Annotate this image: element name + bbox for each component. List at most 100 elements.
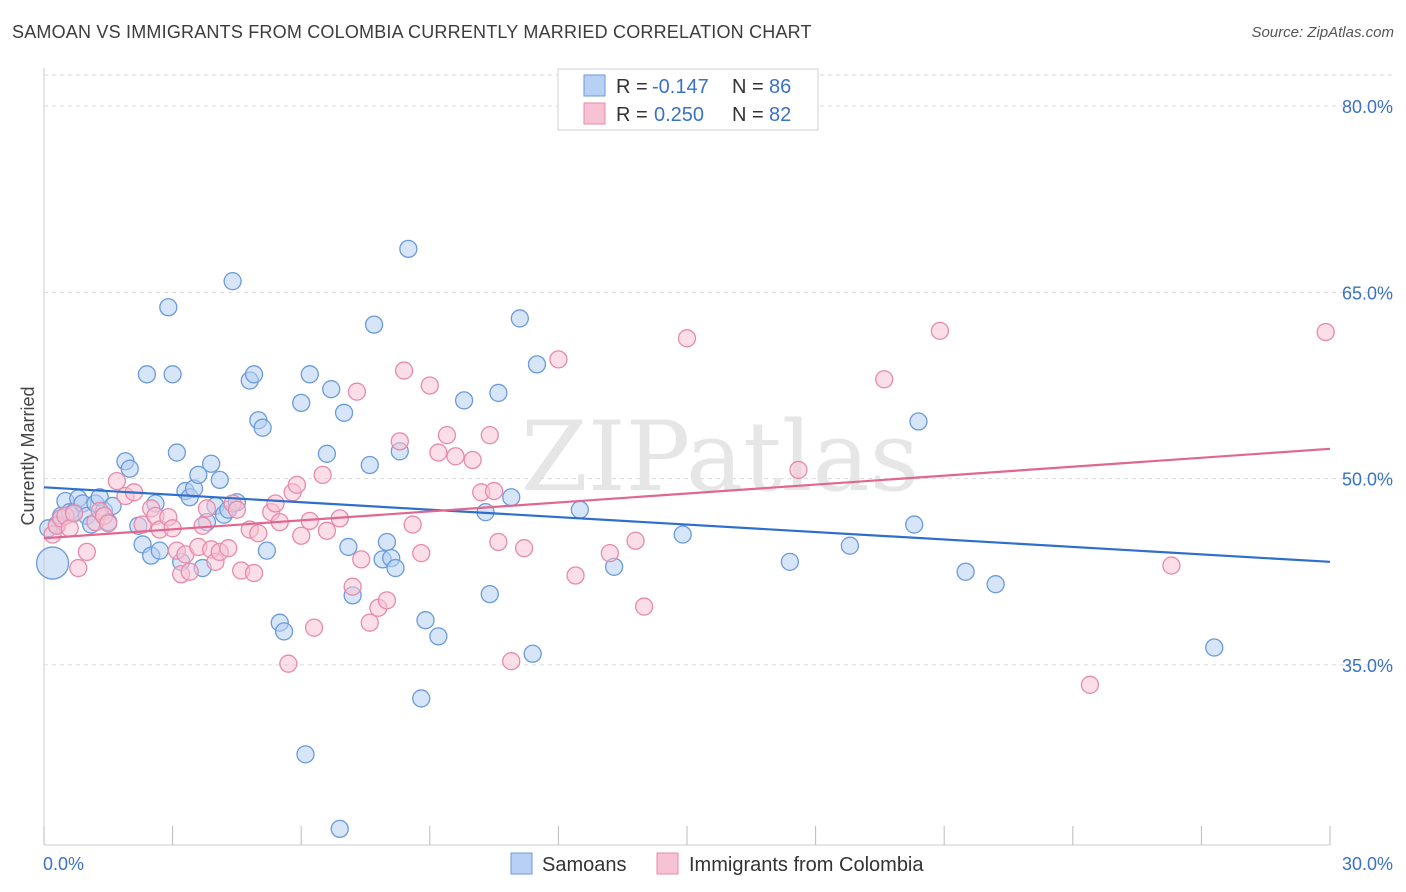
samoans-point-23	[159, 298, 178, 317]
samoans-point-62	[364, 315, 384, 334]
chart-title: SAMOAN VS IMMIGRANTS FROM COLOMBIA CURRE…	[12, 22, 812, 42]
samoans-point-33	[202, 454, 221, 473]
legend-r-label-2: R =	[616, 104, 648, 126]
legend-swatch-samoans	[583, 74, 606, 97]
colombia-trend-line	[43, 447, 1331, 540]
samoans-point-0	[35, 546, 70, 580]
colombia-point-59	[412, 543, 431, 563]
colombia-point-48	[317, 521, 337, 540]
colombia-point-11	[99, 514, 118, 533]
colombia-point-72	[566, 566, 585, 585]
colombia-point-43	[287, 475, 307, 494]
colombia-point-81	[1162, 556, 1181, 575]
samoans-point-50	[317, 444, 337, 463]
colombia-point-36	[244, 563, 264, 583]
samoans-point-16	[120, 459, 139, 478]
samoans-point-63	[399, 239, 418, 259]
samoans-point-60	[386, 558, 405, 578]
samoans-point-25	[167, 443, 187, 462]
samoans-point-41	[244, 365, 264, 384]
y-tick-label-3: 35.0%	[1342, 656, 1393, 676]
colombia-point-71	[549, 350, 568, 369]
samoans-point-51	[322, 380, 341, 399]
samoans-point-38	[223, 272, 242, 291]
colombia-point-51	[347, 382, 367, 401]
colombia-point-78	[875, 370, 894, 389]
samoans-point-79	[840, 536, 860, 555]
y-tick-label-2: 50.0%	[1342, 470, 1393, 490]
samoans-point-69	[480, 584, 499, 604]
samoans-point-73	[523, 644, 542, 663]
samoans-point-19	[137, 365, 157, 384]
colombia-point-50	[343, 577, 362, 596]
y-tick-labels: 80.0% 65.0% 50.0% 35.0%	[1342, 97, 1393, 676]
bottom-legend-swatch-samoans	[510, 852, 533, 875]
samoans-point-54	[339, 537, 358, 557]
colombia-point-47	[313, 465, 332, 485]
samoans-point-83	[986, 575, 1005, 594]
samoans-point-64	[412, 689, 431, 708]
samoans-point-72	[510, 309, 529, 328]
watermark: ZIPatlas	[521, 401, 919, 513]
correlation-legend: R = -0.147 N = 86 R = 0.250 N = 82	[557, 68, 819, 131]
colombia-point-77	[789, 460, 808, 480]
colombia-point-63	[446, 447, 465, 466]
samoans-point-80	[905, 515, 924, 534]
x-tick-label-0: 0.0%	[43, 854, 84, 874]
series-legend: Samoans Immigrants from Colombia	[510, 852, 924, 876]
samoans-point-43	[253, 418, 272, 437]
colombia-point-60	[420, 376, 439, 395]
samoans-point-84	[1205, 638, 1224, 657]
colombia-point-44	[292, 526, 311, 545]
colombia-point-55	[377, 591, 397, 610]
samoans-point-46	[274, 622, 294, 641]
legend-r-label-1: R =	[616, 76, 648, 98]
colombia-point-68	[489, 532, 508, 552]
colombia-point-52	[352, 550, 371, 569]
series-colombia	[43, 321, 1335, 694]
legend-r-value-2: 0.250	[654, 104, 704, 126]
samoans-point-48	[296, 745, 315, 764]
samoans-point-74	[527, 355, 547, 374]
samoans-point-47	[292, 393, 311, 413]
y-tick-label-0: 80.0%	[1342, 97, 1393, 117]
bottom-legend-label-samoans: Samoans	[542, 854, 627, 876]
colombia-point-67	[484, 481, 504, 501]
colombia-point-74	[626, 531, 645, 550]
samoans-point-77	[673, 525, 692, 544]
colombia-point-12	[107, 471, 127, 491]
colombia-point-15	[133, 515, 152, 534]
colombia-point-46	[304, 618, 324, 637]
samoans-point-44	[257, 541, 277, 560]
bottom-legend-label-colombia: Immigrants from Colombia	[689, 854, 924, 876]
samoans-trend-line	[43, 486, 1331, 563]
samoans-point-81	[909, 412, 928, 431]
colombia-point-33	[227, 500, 247, 519]
samoans-point-56	[360, 455, 379, 475]
colombia-point-73	[600, 543, 619, 563]
legend-n-label-2: N =	[732, 104, 764, 126]
colombia-point-69	[502, 652, 521, 671]
samoans-point-49	[300, 365, 319, 384]
colombia-point-82	[1316, 322, 1335, 342]
bottom-legend-swatch-colombia	[656, 852, 679, 875]
colombia-point-62	[437, 426, 457, 445]
colombia-point-61	[429, 443, 448, 462]
samoans-point-53	[334, 403, 354, 422]
colombia-point-56	[390, 432, 409, 451]
colombia-point-27	[197, 499, 217, 518]
samoans-point-30	[189, 465, 208, 485]
legend-swatch-colombia	[583, 102, 606, 125]
colombia-point-70	[514, 539, 534, 558]
samoans-point-35	[210, 470, 229, 490]
series-samoans	[35, 239, 1224, 839]
chart-source: Source: ZipAtlas.com	[1251, 24, 1394, 41]
colombia-point-7	[77, 542, 97, 562]
colombia-point-80	[1080, 675, 1100, 694]
colombia-point-57	[394, 361, 414, 380]
samoans-point-52	[330, 819, 349, 839]
colombia-point-31	[219, 539, 238, 558]
colombia-point-39	[266, 494, 285, 513]
samoans-point-58	[377, 532, 397, 552]
